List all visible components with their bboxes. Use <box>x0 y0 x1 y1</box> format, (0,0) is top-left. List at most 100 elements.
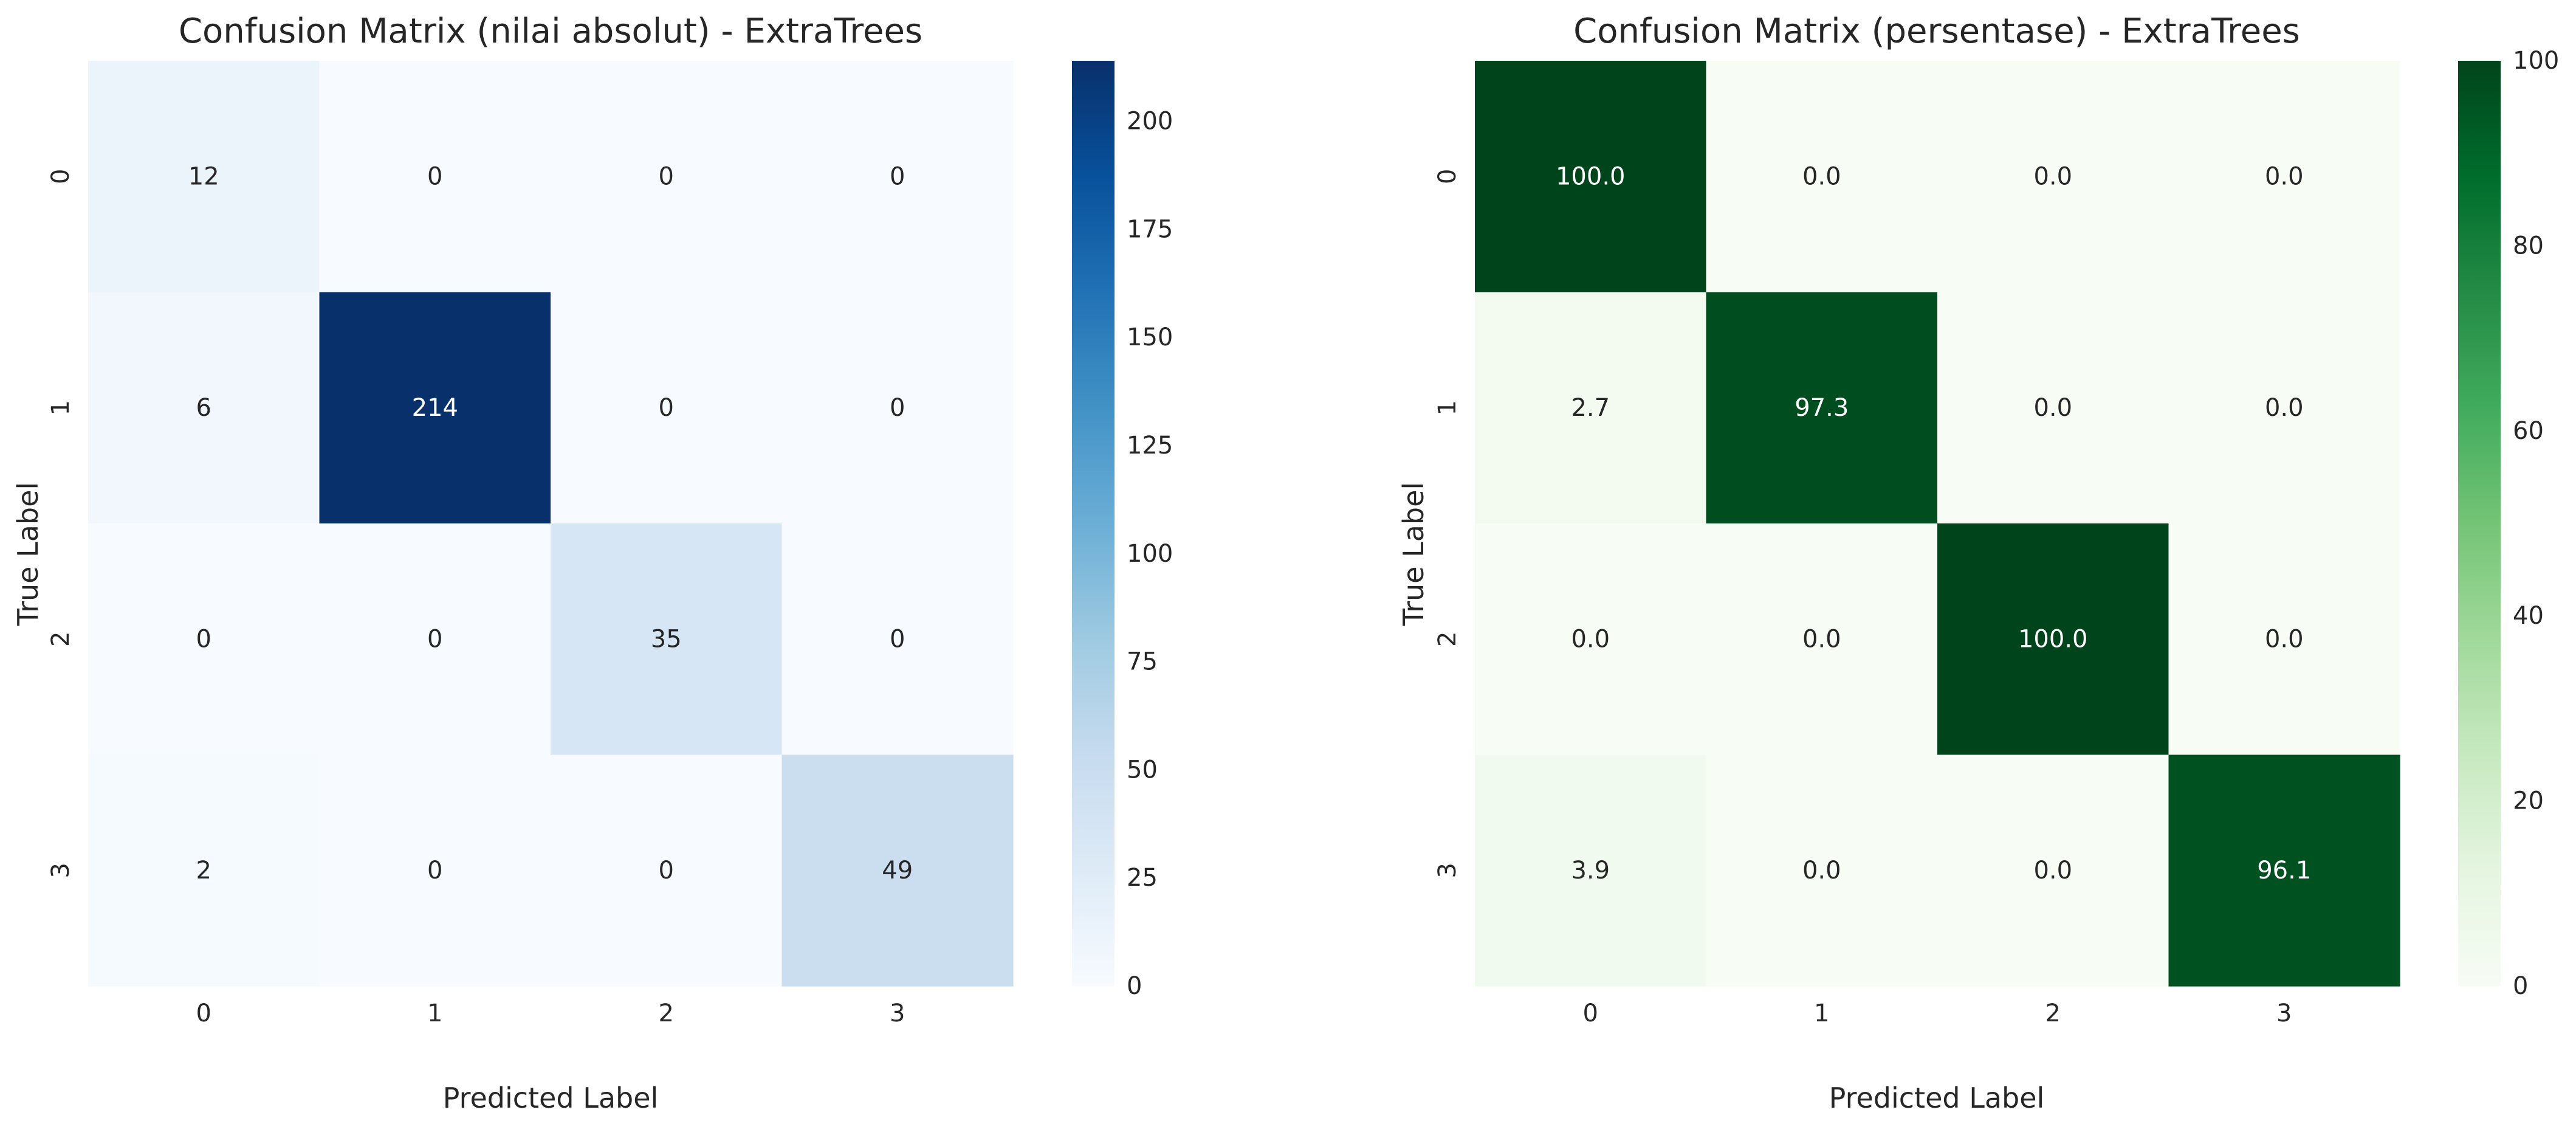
y-tick-label: 0 <box>1434 169 1461 184</box>
x-tick-label: 1 <box>427 999 442 1027</box>
y-tick-label: 3 <box>1434 863 1461 878</box>
colorbar-tick-label: 150 <box>1127 323 1173 351</box>
cell-value-label: 12 <box>188 162 219 190</box>
heatmap-cell-2-2 <box>551 523 783 756</box>
x-tick-label: 0 <box>1583 999 1598 1027</box>
x-tick-label: 2 <box>659 999 674 1027</box>
cell-value-label: 0.0 <box>1571 625 1610 653</box>
colorbar-tick-label: 100 <box>2513 47 2559 75</box>
heatmap-cell-1-1 <box>1706 292 1938 524</box>
x-tick-label: 0 <box>196 999 211 1027</box>
heatmap-cell-3-0 <box>1475 754 1707 987</box>
y-tick-label: 3 <box>47 863 75 878</box>
heatmap-cell-1-3 <box>781 292 1014 524</box>
heatmap-cell-0-0 <box>1475 61 1707 293</box>
cell-value-label: 0 <box>427 625 442 653</box>
heatmap-cell-2-1 <box>1706 523 1938 756</box>
cell-value-label: 0 <box>890 162 905 190</box>
y-tick-labels: 0 1 2 3 <box>47 169 75 878</box>
heatmap-cell-3-0 <box>88 754 320 987</box>
cell-value-label: 214 <box>412 394 458 422</box>
cell-value-label: 0 <box>659 162 674 190</box>
cell-value-label: 96.1 <box>2257 857 2311 885</box>
cell-value-label: 0 <box>659 394 674 422</box>
cell-value-label: 0.0 <box>2265 625 2304 653</box>
cell-value-label: 0.0 <box>2033 162 2072 190</box>
x-tick-label: 3 <box>2276 999 2292 1027</box>
heatmap-cell-2-3 <box>781 523 1014 756</box>
heatmap-cell-3-3 <box>781 754 1014 987</box>
colorbar-tick-label: 200 <box>1127 108 1173 136</box>
cell-value-label: 0 <box>659 857 674 885</box>
y-tick-label: 0 <box>47 169 75 184</box>
cell-value-label: 0 <box>890 625 905 653</box>
cell-value-label: 0 <box>427 162 442 190</box>
cell-value-label: 0 <box>890 394 905 422</box>
heatmap-cell-2-1 <box>319 523 551 756</box>
colorbar-tick-label: 100 <box>1127 540 1173 568</box>
heatmap-cell-3-1 <box>1706 754 1938 987</box>
heatmap-panel-percentage: Confusion Matrix (persentase) - ExtraTre… <box>1397 12 2559 1114</box>
y-tick-label: 1 <box>47 400 75 415</box>
colorbar-tick-label: 125 <box>1127 432 1173 460</box>
heatmap-cell-2-0 <box>88 523 320 756</box>
heatmap-cell-3-1 <box>319 754 551 987</box>
cell-value-label: 3.9 <box>1571 857 1610 885</box>
heatmap-cell-0-2 <box>1937 61 2169 293</box>
cell-value-label: 0.0 <box>1802 625 1841 653</box>
colorbar-gradient <box>2458 61 2501 986</box>
colorbar-tick-label: 40 <box>2513 602 2544 630</box>
x-axis-label: Predicted Label <box>443 1082 659 1114</box>
cell-value-label: 100.0 <box>1556 162 1626 190</box>
cell-value-label: 0.0 <box>1802 857 1841 885</box>
heatmap-cell-2-0 <box>1475 523 1707 756</box>
x-axis-label: Predicted Label <box>1829 1082 2045 1114</box>
x-tick-labels: 0 1 2 3 <box>196 999 905 1027</box>
colorbar-tick-label: 0 <box>1127 972 1142 1000</box>
colorbar-tick-label: 25 <box>1127 864 1158 892</box>
heatmap-cell-0-1 <box>1706 61 1938 293</box>
colorbar-tick-label: 60 <box>2513 417 2544 445</box>
colorbar-tick-label: 75 <box>1127 648 1158 676</box>
chart-title: Confusion Matrix (nilai absolut) - Extra… <box>179 12 922 51</box>
heatmap-cell-3-2 <box>551 754 783 987</box>
colorbar-tick-label: 80 <box>2513 232 2544 260</box>
colorbar-tick-label: 50 <box>1127 756 1158 784</box>
heatmap-cell-1-2 <box>1937 292 2169 524</box>
cell-value-label: 0 <box>196 625 211 653</box>
cell-value-label: 100.0 <box>2018 625 2088 653</box>
cell-value-label: 0 <box>427 857 442 885</box>
heatmap-cell-0-2 <box>551 61 783 293</box>
x-tick-labels: 0 1 2 3 <box>1583 999 2292 1027</box>
heatmap-cell-0-3 <box>781 61 1014 293</box>
heatmap-cell-0-3 <box>2168 61 2400 293</box>
cell-value-label: 49 <box>882 857 913 885</box>
cell-value-label: 0.0 <box>2033 857 2072 885</box>
cell-value-label: 2.7 <box>1571 394 1610 422</box>
cell-value-label: 2 <box>196 857 211 885</box>
cell-value-label: 0.0 <box>2265 162 2304 190</box>
heatmap-cell-1-3 <box>2168 292 2400 524</box>
heatmap-cell-1-2 <box>551 292 783 524</box>
heatmap-panel-absolute: Confusion Matrix (nilai absolut) - Extra… <box>12 12 1173 1114</box>
heatmap-cell-0-0 <box>88 61 320 293</box>
colorbar-tick-label: 0 <box>2513 972 2528 1000</box>
chart-title: Confusion Matrix (persentase) - ExtraTre… <box>1573 12 2300 51</box>
colorbar-ticks: 0 25 50 75 100 125 150 175 200 <box>1127 108 1173 1000</box>
cell-value-label: 6 <box>196 394 211 422</box>
colorbar-tick-label: 175 <box>1127 215 1173 243</box>
heatmap-cell-2-2 <box>1937 523 2169 756</box>
heatmap-cell-1-0 <box>88 292 320 524</box>
heatmap-cell-1-1 <box>319 292 551 524</box>
colorbar: 0 25 50 75 100 125 150 175 200 <box>1072 61 1173 1000</box>
cell-value-label: 35 <box>651 625 682 653</box>
heatmap-cell-3-2 <box>1937 754 2169 987</box>
heatmap-cell-0-1 <box>319 61 551 293</box>
cell-value-label: 97.3 <box>1795 394 1849 422</box>
heatmap-cells: 12 0 0 0 6 214 0 0 0 0 35 0 2 0 0 49 <box>88 61 1014 987</box>
y-tick-labels: 0 1 2 3 <box>1434 169 1461 878</box>
heatmap-cell-1-0 <box>1475 292 1707 524</box>
heatmap-cell-3-3 <box>2168 754 2400 987</box>
x-tick-label: 1 <box>1814 999 1829 1027</box>
